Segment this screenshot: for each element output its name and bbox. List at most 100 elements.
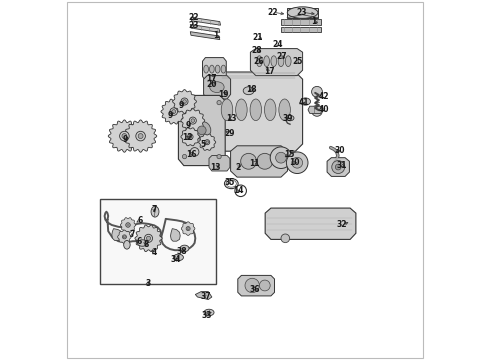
Circle shape (335, 164, 341, 170)
Circle shape (217, 100, 221, 105)
Circle shape (138, 134, 143, 139)
Text: 1: 1 (312, 17, 317, 26)
Text: 17: 17 (264, 68, 275, 77)
Circle shape (147, 236, 150, 240)
Circle shape (257, 153, 273, 169)
Text: 9: 9 (178, 102, 184, 110)
Ellipse shape (137, 240, 147, 246)
Circle shape (123, 236, 125, 238)
Ellipse shape (257, 56, 262, 67)
Text: 35: 35 (225, 178, 235, 187)
Text: 39: 39 (282, 113, 293, 122)
Circle shape (187, 228, 189, 230)
Circle shape (190, 148, 199, 156)
Text: 21: 21 (252, 32, 263, 41)
Polygon shape (327, 158, 349, 176)
Ellipse shape (221, 99, 233, 121)
Circle shape (122, 235, 126, 239)
Text: 6: 6 (137, 216, 143, 225)
Text: 5: 5 (200, 140, 205, 149)
Ellipse shape (210, 82, 224, 93)
Polygon shape (215, 72, 303, 151)
Ellipse shape (123, 240, 130, 249)
Text: 17: 17 (207, 74, 217, 83)
Text: 38: 38 (177, 247, 187, 256)
Bar (281, 19, 320, 25)
Text: 9: 9 (123, 135, 128, 144)
Circle shape (186, 226, 190, 231)
Text: 12: 12 (182, 133, 193, 142)
Circle shape (172, 110, 175, 113)
Circle shape (127, 224, 129, 226)
Polygon shape (172, 90, 196, 113)
Text: 29: 29 (224, 129, 235, 138)
Circle shape (189, 135, 192, 138)
Text: 15: 15 (284, 150, 294, 158)
Ellipse shape (287, 7, 318, 18)
Text: 7: 7 (151, 205, 157, 214)
Ellipse shape (279, 99, 291, 121)
Polygon shape (124, 120, 157, 152)
Text: 22: 22 (189, 13, 199, 22)
Text: 14: 14 (233, 186, 244, 195)
Polygon shape (171, 229, 180, 241)
Polygon shape (199, 134, 216, 150)
Text: 27: 27 (276, 52, 287, 61)
Text: 9: 9 (168, 111, 173, 120)
Text: 18: 18 (246, 85, 257, 94)
Ellipse shape (250, 99, 262, 121)
Ellipse shape (180, 245, 189, 252)
Ellipse shape (204, 65, 208, 73)
Text: 22: 22 (268, 8, 278, 17)
Polygon shape (265, 208, 356, 239)
Ellipse shape (271, 56, 277, 67)
Bar (287, 8, 318, 18)
Text: 37: 37 (200, 292, 211, 301)
Text: 20: 20 (207, 80, 217, 89)
Ellipse shape (173, 254, 183, 261)
Circle shape (241, 153, 257, 169)
Text: 8: 8 (143, 240, 148, 248)
Circle shape (189, 117, 196, 124)
Polygon shape (231, 146, 288, 177)
Text: 11: 11 (249, 158, 259, 167)
Polygon shape (209, 156, 230, 171)
Polygon shape (181, 222, 195, 235)
Text: 13: 13 (210, 163, 221, 172)
Text: 3: 3 (145, 279, 150, 288)
Polygon shape (118, 230, 131, 244)
Text: 28: 28 (251, 46, 262, 55)
Ellipse shape (221, 65, 226, 73)
Circle shape (182, 154, 187, 159)
Text: 24: 24 (272, 40, 283, 49)
Circle shape (136, 131, 146, 141)
Text: 7: 7 (130, 230, 135, 239)
Text: 4: 4 (152, 248, 157, 257)
Polygon shape (250, 49, 303, 76)
Circle shape (332, 161, 345, 174)
Ellipse shape (151, 206, 159, 217)
Circle shape (259, 280, 270, 291)
Text: 19: 19 (218, 90, 229, 99)
Text: 34: 34 (171, 256, 181, 264)
Circle shape (245, 278, 259, 293)
Text: 9: 9 (186, 121, 191, 130)
Text: 32: 32 (337, 220, 347, 229)
Text: 30: 30 (334, 146, 344, 155)
Ellipse shape (215, 65, 220, 73)
Polygon shape (161, 99, 187, 124)
Ellipse shape (210, 65, 214, 73)
Text: 36: 36 (250, 285, 260, 294)
Polygon shape (108, 120, 141, 152)
Circle shape (122, 134, 127, 139)
Ellipse shape (265, 99, 276, 121)
Circle shape (197, 126, 206, 135)
Circle shape (275, 152, 286, 163)
Circle shape (191, 119, 195, 122)
Polygon shape (238, 275, 274, 296)
Circle shape (145, 234, 152, 242)
Polygon shape (308, 106, 322, 113)
Circle shape (281, 234, 290, 243)
Circle shape (205, 140, 210, 145)
Text: 2: 2 (235, 163, 241, 172)
